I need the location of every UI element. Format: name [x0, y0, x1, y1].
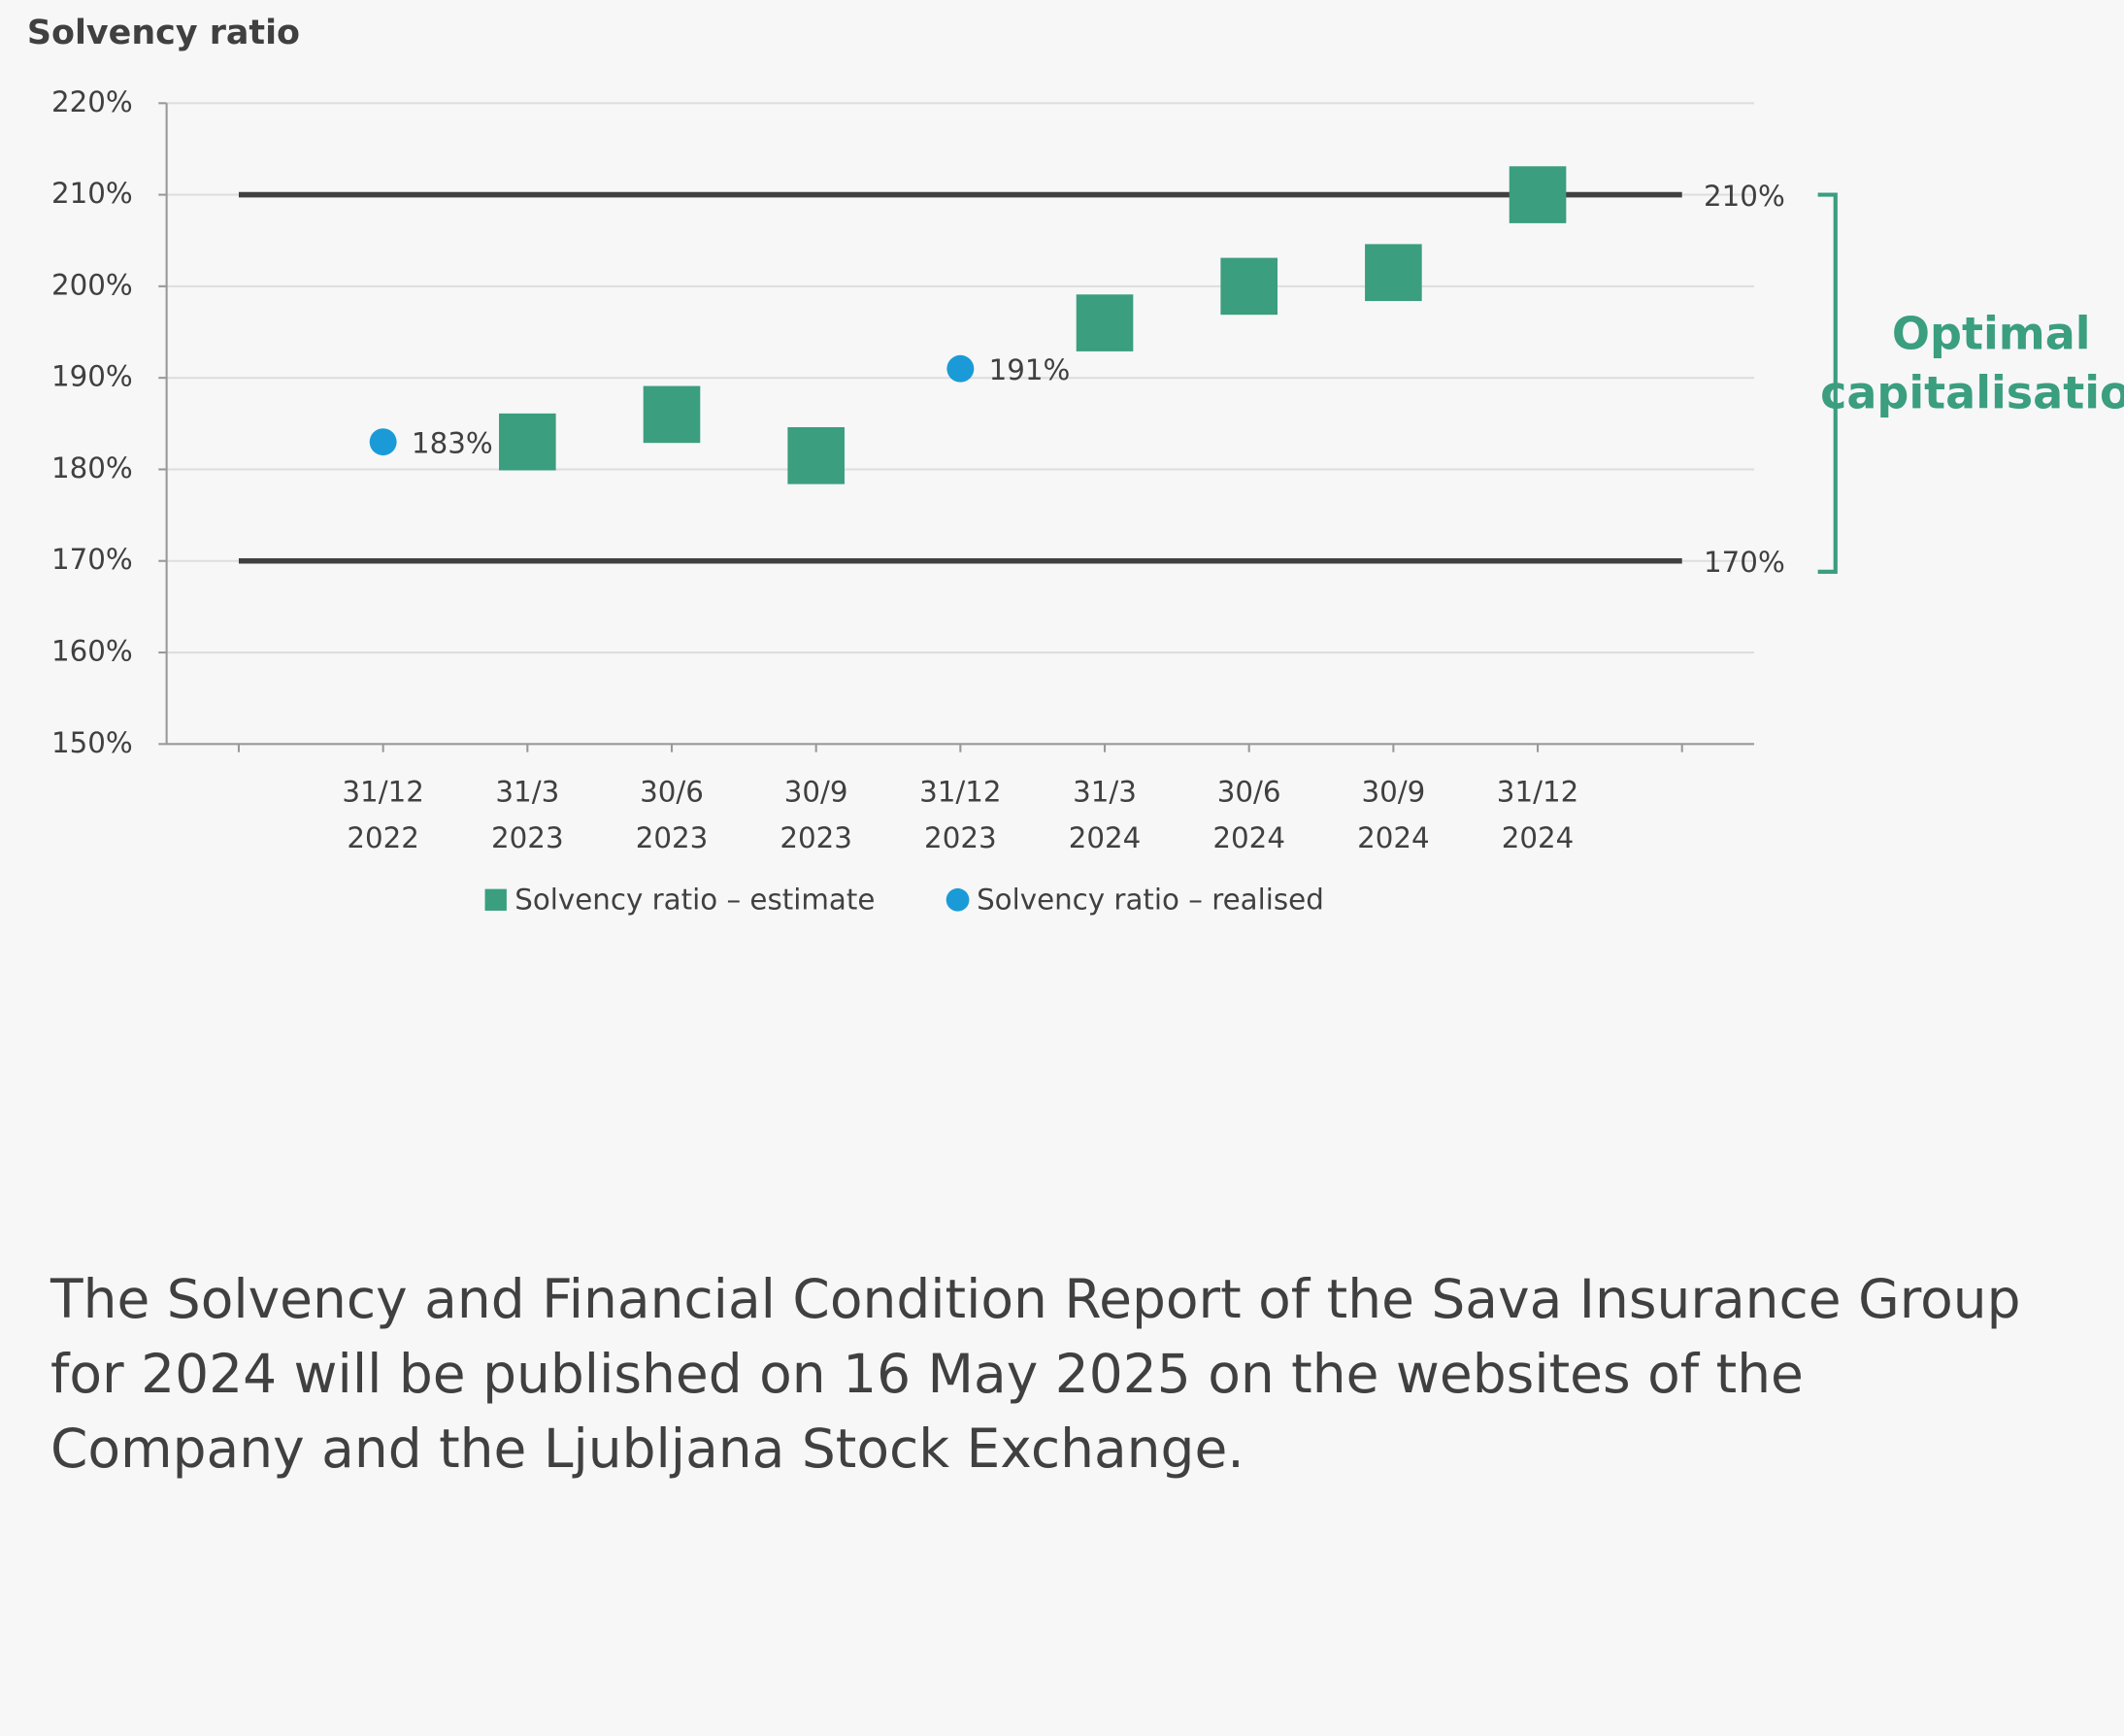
estimate-marker: [643, 385, 701, 444]
x-tick-label: 31/12 2022: [342, 775, 423, 853]
estimate-marker: [1509, 166, 1567, 223]
data-label: 183%: [412, 426, 493, 459]
legend-label: Solvency ratio – estimate: [514, 884, 875, 917]
x-tick-label: 31/12 2023: [919, 775, 1001, 853]
chart-title: Solvency ratio: [27, 14, 300, 52]
x-tick-label: 30/6 2023: [636, 775, 709, 853]
estimate-marker: [1076, 294, 1134, 351]
y-tick-label: 190%: [51, 360, 133, 393]
estimate-marker: [499, 413, 556, 471]
bracket: [1817, 192, 1838, 574]
reference-label: 170%: [1704, 546, 1785, 579]
x-tick-label: 31/12 2024: [1497, 775, 1578, 853]
x-tick-label: 30/9 2024: [1357, 775, 1430, 853]
paragraph: The Solvency and Financial Condition Rep…: [50, 1268, 2021, 1480]
y-tick-label: 210%: [51, 177, 133, 210]
data-label: 191%: [989, 353, 1071, 386]
y-tick-label: 160%: [51, 635, 133, 668]
realised-marker: [946, 354, 975, 383]
legend-swatch: [484, 888, 507, 911]
x-tick-label: 31/3 2023: [491, 775, 564, 853]
x-tick-label: 31/3 2024: [1069, 775, 1142, 853]
legend-label: Solvency ratio – realised: [977, 884, 1324, 917]
annotation: Optimalcapitalisation: [1820, 307, 2124, 418]
x-tick-label: 30/9 2023: [780, 775, 852, 853]
y-tick-label: 170%: [51, 543, 133, 576]
y-tick-label: 150%: [51, 726, 133, 759]
estimate-marker: [1220, 257, 1278, 316]
y-tick-label: 220%: [51, 85, 133, 118]
reference-label: 210%: [1704, 180, 1785, 213]
estimate-marker: [787, 427, 845, 484]
y-tick-label: 200%: [51, 268, 133, 301]
estimate-marker: [1365, 244, 1422, 302]
x-tick-label: 30/6 2024: [1212, 775, 1285, 853]
realised-marker: [369, 428, 397, 456]
y-tick-label: 180%: [51, 451, 133, 484]
legend-swatch: [946, 887, 970, 912]
